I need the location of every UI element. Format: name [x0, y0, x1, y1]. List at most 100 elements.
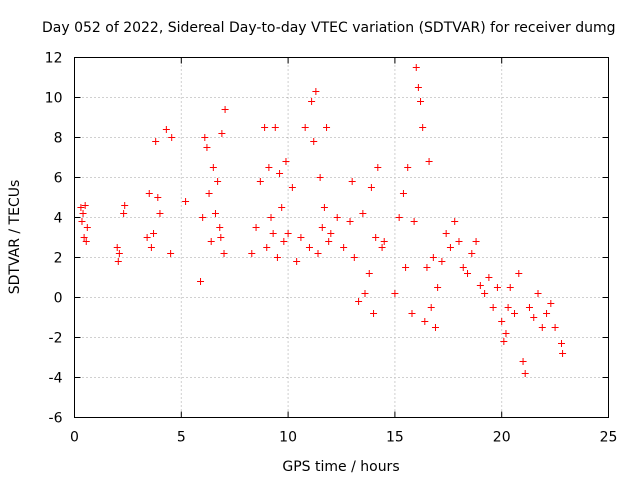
data-point: [318, 224, 326, 231]
data-point: [431, 324, 439, 331]
data-point: [378, 244, 386, 251]
data-point: [534, 290, 542, 297]
data-point: [269, 230, 277, 237]
data-point: [530, 314, 538, 321]
data-point: [547, 300, 555, 307]
data-point: [425, 158, 433, 165]
x-tick-label: 10: [279, 430, 297, 446]
data-point: [150, 230, 158, 237]
data-point: [256, 178, 264, 185]
data-point: [167, 250, 175, 257]
data-point: [438, 258, 446, 265]
data-point: [429, 254, 437, 261]
data-point: [504, 304, 512, 311]
data-point: [515, 270, 523, 277]
data-point: [481, 290, 489, 297]
data-point: [156, 210, 164, 217]
data-point: [399, 190, 407, 197]
data-point: [408, 310, 416, 317]
data-point: [197, 278, 205, 285]
data-point: [199, 214, 207, 221]
data-point: [301, 124, 309, 131]
data-point: [419, 124, 427, 131]
data-point: [205, 190, 213, 197]
data-point: [511, 310, 519, 317]
data-point: [359, 210, 367, 217]
x-tick-label: 25: [600, 430, 618, 446]
data-point: [525, 304, 533, 311]
data-point: [372, 234, 380, 241]
data-point: [115, 250, 123, 257]
data-point: [551, 324, 559, 331]
data-point: [355, 298, 363, 305]
data-point: [147, 244, 155, 251]
data-point: [323, 124, 331, 131]
axis-ticks: 0 5 10 15 20 25 -6 -4 -2 0 2 4 6 8 10 12: [45, 51, 618, 446]
data-point: [340, 244, 348, 251]
data-point: [320, 204, 328, 211]
data-point: [261, 124, 269, 131]
y-axis-label: SDTVAR / TECUs: [7, 180, 23, 295]
data-point: [521, 370, 529, 377]
data-point: [327, 230, 335, 237]
data-point: [162, 126, 170, 133]
data-point: [350, 254, 358, 261]
data-point: [500, 338, 508, 345]
data-point: [182, 198, 190, 205]
data-point: [472, 238, 480, 245]
data-point: [114, 258, 122, 265]
x-tick-label: 15: [386, 430, 404, 446]
y-tick-label: 12: [45, 51, 63, 67]
data-point: [489, 304, 497, 311]
data-point: [145, 190, 153, 197]
data-point: [305, 244, 313, 251]
data-point: [263, 244, 271, 251]
data-point: [203, 144, 211, 151]
data-point: [284, 230, 292, 237]
data-point: [325, 238, 333, 245]
data-point: [434, 284, 442, 291]
y-tick-label: 0: [54, 291, 63, 307]
data-point: [280, 238, 288, 245]
data-point: [316, 174, 324, 181]
data-point: [81, 202, 89, 209]
data-point: [82, 238, 90, 245]
data-point: [310, 138, 318, 145]
y-tick-label: -6: [49, 411, 63, 427]
plot-frame: [74, 57, 609, 418]
data-point: [348, 178, 356, 185]
data-point: [265, 164, 273, 171]
data-point: [293, 258, 301, 265]
data-point: [543, 310, 551, 317]
data-point: [333, 214, 341, 221]
data-point: [312, 88, 320, 95]
grid-layer: [74, 57, 609, 418]
data-point: [446, 244, 454, 251]
data-point: [442, 230, 450, 237]
data-point: [414, 84, 422, 91]
data-point: [427, 304, 435, 311]
data-point: [78, 218, 86, 225]
x-tick-label: 20: [493, 430, 511, 446]
data-point: [395, 214, 403, 221]
data-point: [365, 270, 373, 277]
data-point: [288, 184, 296, 191]
data-point: [423, 264, 431, 271]
data-point: [404, 164, 412, 171]
data-point: [519, 358, 527, 365]
data-point: [267, 214, 275, 221]
y-tick-label: 4: [54, 211, 63, 227]
data-point: [506, 284, 514, 291]
data-point: [121, 202, 129, 209]
data-point: [502, 330, 510, 337]
data-point: [412, 64, 420, 71]
data-point: [273, 254, 281, 261]
data-point: [485, 274, 493, 281]
data-point: [361, 290, 369, 297]
data-point: [77, 204, 85, 211]
data-point: [455, 238, 463, 245]
data-point: [468, 250, 476, 257]
data-point: [459, 264, 467, 271]
data-point: [271, 124, 279, 131]
